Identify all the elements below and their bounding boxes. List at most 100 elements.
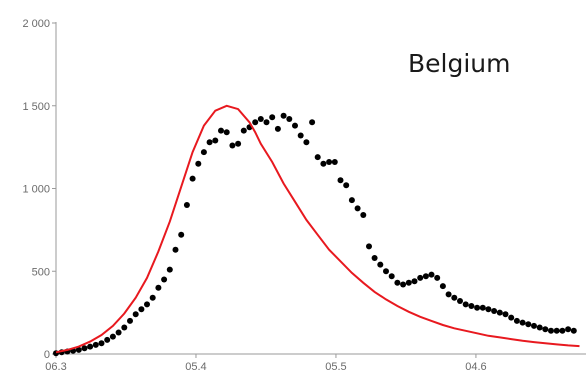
data-point (439, 283, 446, 290)
data-point (434, 274, 441, 281)
data-point (508, 314, 515, 321)
chart-title: Belgium (408, 49, 511, 78)
data-point (172, 246, 179, 253)
data-point (149, 294, 156, 301)
y-tick-label: 1 000 (22, 184, 50, 196)
data-point (326, 159, 333, 165)
data-points (53, 112, 577, 357)
data-point (320, 160, 327, 167)
data-point (144, 301, 150, 308)
data-point (200, 149, 207, 156)
data-point (212, 137, 219, 144)
data-point (337, 177, 344, 184)
data-point (75, 346, 82, 353)
data-point (263, 119, 270, 126)
data-point (559, 327, 566, 334)
data-point (223, 129, 230, 136)
data-point (309, 119, 316, 126)
data-point (183, 202, 190, 208)
y-tick-label: 500 (32, 266, 50, 278)
data-point (553, 327, 560, 334)
data-point (445, 291, 452, 298)
data-point (257, 116, 264, 122)
data-point (121, 324, 128, 331)
data-point (206, 139, 213, 146)
data-point (479, 304, 486, 311)
data-point (104, 336, 111, 343)
data-point (548, 327, 554, 334)
data-point (81, 345, 88, 352)
data-point (468, 303, 475, 309)
data-point (314, 154, 321, 161)
data-point (451, 294, 458, 301)
data-point (98, 340, 105, 347)
data-point (536, 324, 543, 331)
data-point (109, 333, 116, 340)
data-point (542, 326, 549, 333)
data-point (405, 279, 412, 286)
data-point (229, 142, 236, 149)
data-point (252, 119, 259, 126)
x-axis: 06.3 05.4 05.5 04.6 (45, 353, 586, 373)
data-point (297, 132, 304, 139)
data-point (292, 122, 298, 129)
data-point (360, 212, 367, 218)
x-tick-label: 04.6 (465, 361, 486, 373)
data-point (525, 321, 532, 328)
data-point (565, 326, 572, 333)
data-point (394, 279, 401, 286)
data-point (138, 306, 145, 313)
data-point (155, 284, 162, 291)
data-point (496, 309, 503, 316)
y-axis: 0 500 1 000 1 500 2 000 (22, 18, 57, 361)
data-point (485, 306, 492, 313)
data-point (331, 159, 338, 165)
data-point (383, 268, 389, 275)
data-point (240, 127, 247, 134)
data-point (115, 329, 122, 336)
data-point (280, 112, 287, 119)
data-point (457, 298, 463, 304)
data-point (161, 276, 168, 283)
data-point (366, 243, 372, 250)
x-tick-label: 06.3 (45, 361, 66, 373)
data-point (411, 278, 418, 285)
data-point (348, 197, 355, 204)
x-tick-label: 05.5 (325, 361, 346, 373)
y-tick-label: 0 (44, 349, 50, 361)
data-point (513, 317, 520, 324)
data-point (570, 327, 577, 334)
data-point (462, 301, 469, 308)
data-point (377, 261, 384, 268)
data-point (519, 319, 526, 326)
data-point (343, 182, 350, 189)
data-point (218, 127, 224, 134)
fit-curve (55, 104, 580, 354)
data-point (303, 139, 310, 146)
data-point (286, 116, 293, 122)
data-point (422, 273, 429, 280)
data-point (274, 125, 281, 132)
data-point (354, 205, 361, 212)
data-point (428, 271, 435, 278)
x-tick-label: 05.4 (185, 361, 206, 373)
data-point (92, 341, 99, 348)
data-point (474, 304, 481, 311)
data-point (269, 114, 276, 121)
data-point (531, 322, 537, 329)
y-tick-label: 1 500 (22, 101, 50, 113)
data-point (178, 231, 185, 238)
data-point (127, 317, 133, 324)
data-point (132, 311, 139, 318)
data-point (189, 175, 196, 182)
data-point (400, 281, 407, 288)
data-point (502, 311, 509, 318)
y-tick-label: 2 000 (22, 18, 50, 30)
data-point (388, 273, 395, 280)
data-point (235, 140, 242, 147)
data-point (417, 274, 424, 281)
y-ticks: 0 500 1 000 1 500 2 000 (22, 18, 56, 361)
data-point (166, 266, 173, 273)
data-point (371, 255, 378, 261)
